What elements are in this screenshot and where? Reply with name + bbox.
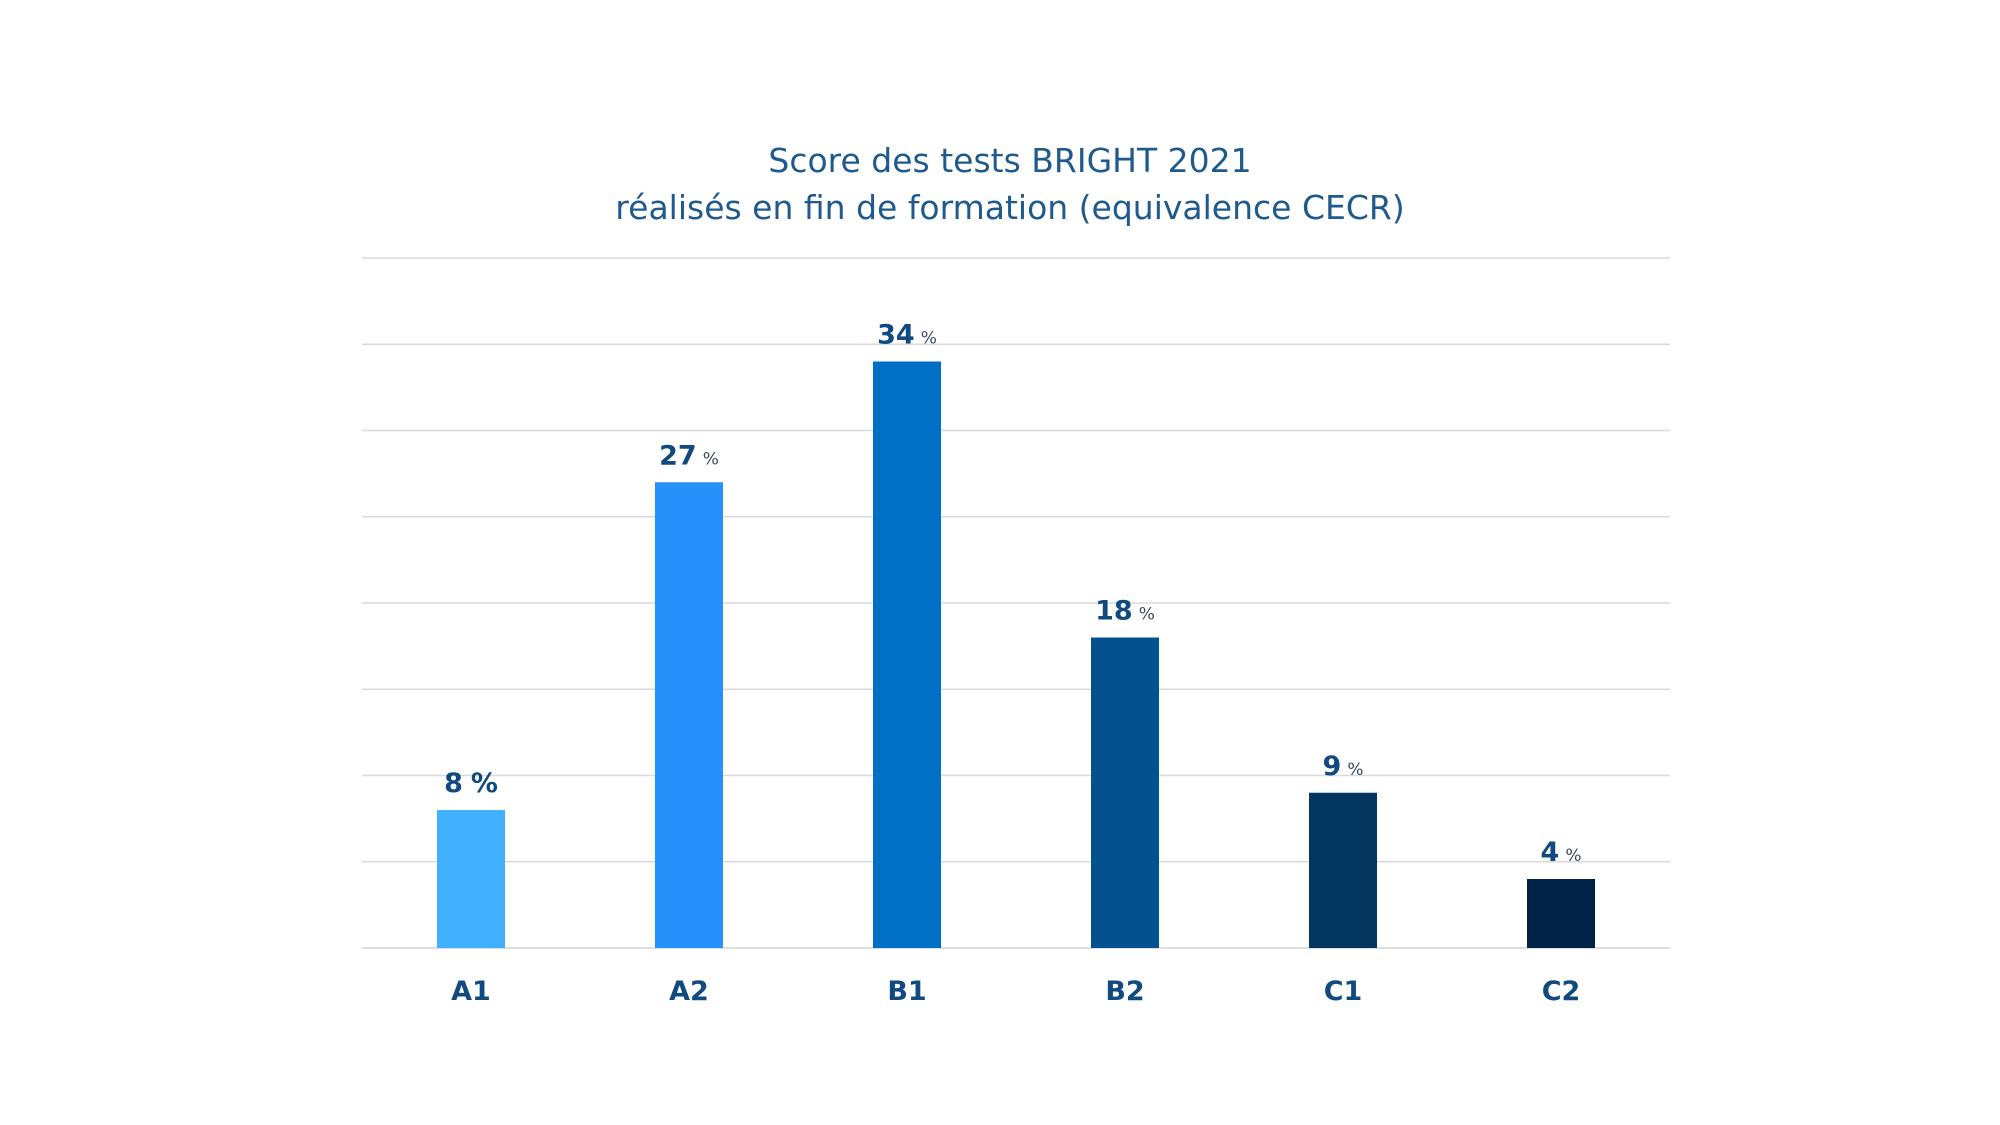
value-labels: 8 %27 %34 %18 %9 %4% [444, 320, 1581, 869]
value-label-unit: % [1347, 760, 1363, 780]
value-label-unit: % [1565, 846, 1581, 866]
value-label-unit: % [1139, 605, 1155, 625]
chart-title-line-1: Score des tests BRIGHT 2021 [768, 141, 1251, 180]
value-label-c1: 9% [1323, 751, 1364, 782]
x-tick-label-a2: A2 [669, 976, 709, 1007]
bar-c2 [1527, 879, 1595, 948]
bar-a1 [437, 810, 505, 948]
value-label-unit: % [703, 449, 719, 469]
value-label-number: 34 [877, 320, 915, 351]
category-labels: A1 A2 B1 B2 C1 C2 [451, 976, 1580, 1007]
chart-title: Score des tests BRIGHT 2021 réalisés en … [615, 141, 1404, 227]
x-tick-label-b2: B2 [1105, 976, 1144, 1007]
value-label-b2: 18% [1095, 596, 1155, 627]
value-label-unit: % [921, 329, 937, 349]
value-label-number: 18 [1095, 596, 1133, 627]
bar-b2 [1091, 637, 1159, 948]
value-label-number: 9 [1323, 751, 1342, 782]
value-label-number: 8 [444, 768, 463, 799]
gridlines [362, 257, 1670, 949]
value-label-a2: 27% [659, 440, 719, 471]
value-label-a1: 8% [444, 768, 498, 799]
x-tick-label-c1: C1 [1324, 976, 1363, 1007]
value-label-number: 27 [659, 440, 697, 471]
bars [437, 361, 1595, 948]
value-label-b1: 34% [877, 320, 937, 351]
x-tick-label-b1: B1 [887, 976, 926, 1007]
value-label-c2: 4% [1541, 837, 1582, 868]
bar-c1 [1309, 792, 1377, 948]
bar-b1 [873, 361, 941, 948]
x-tick-label-c2: C2 [1542, 976, 1581, 1007]
value-label-number: 4 [1541, 837, 1560, 868]
bar-a2 [655, 482, 723, 948]
x-tick-label-a1: A1 [451, 976, 491, 1007]
value-label-unit: % [471, 768, 498, 799]
chart-title-line-2: réalisés en fin de formation (equivalenc… [615, 188, 1404, 227]
